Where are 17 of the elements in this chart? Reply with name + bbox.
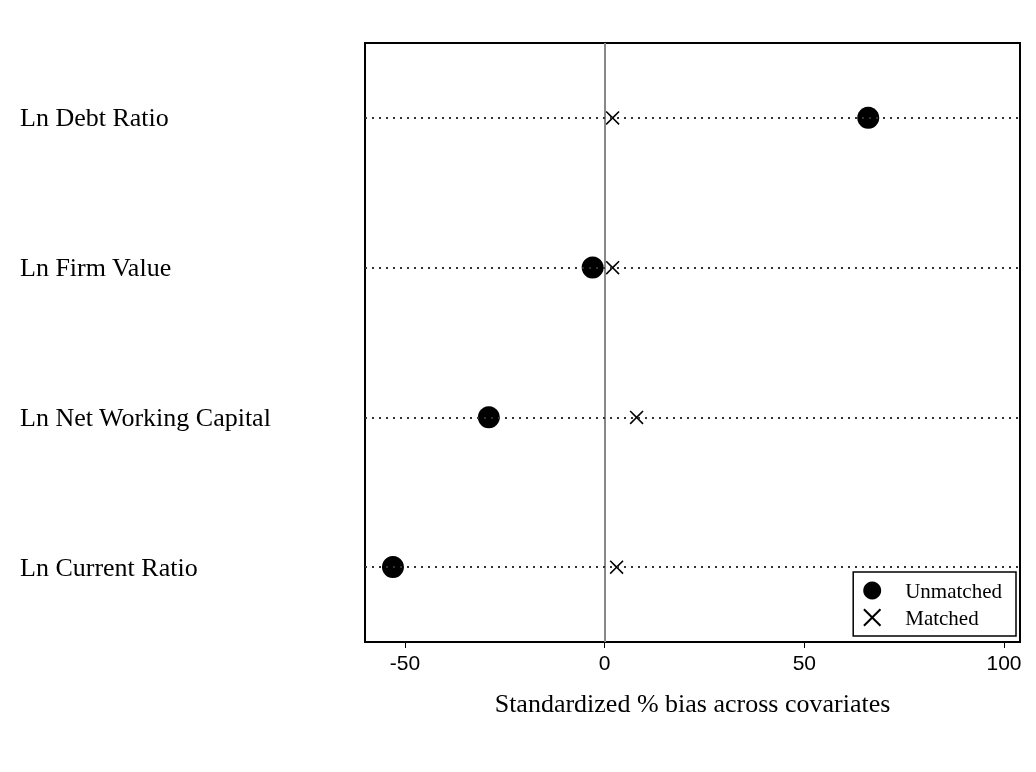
- y-tick-label: Ln Net Working Capital: [20, 402, 271, 432]
- y-tick-label: Ln Firm Value: [20, 253, 172, 283]
- legend-label: Matched: [905, 605, 980, 630]
- point: [477, 406, 500, 429]
- point: [605, 260, 620, 275]
- x-tick-label: 50: [792, 651, 817, 674]
- y-tick-label: Ln Current Ratio: [20, 552, 198, 582]
- point: [381, 556, 404, 579]
- x-tick-label: -50: [389, 651, 421, 674]
- point: [857, 106, 880, 129]
- y-tick-label: Ln Debt Ratio: [20, 103, 169, 133]
- legend-label: Unmatched: [905, 578, 1003, 603]
- x-tick-label: 0: [598, 651, 611, 674]
- point: [629, 410, 644, 425]
- x-tick-label: 100: [986, 651, 1022, 674]
- x-axis-title: Standardized % bias across covariates: [494, 688, 891, 718]
- point: [581, 256, 604, 279]
